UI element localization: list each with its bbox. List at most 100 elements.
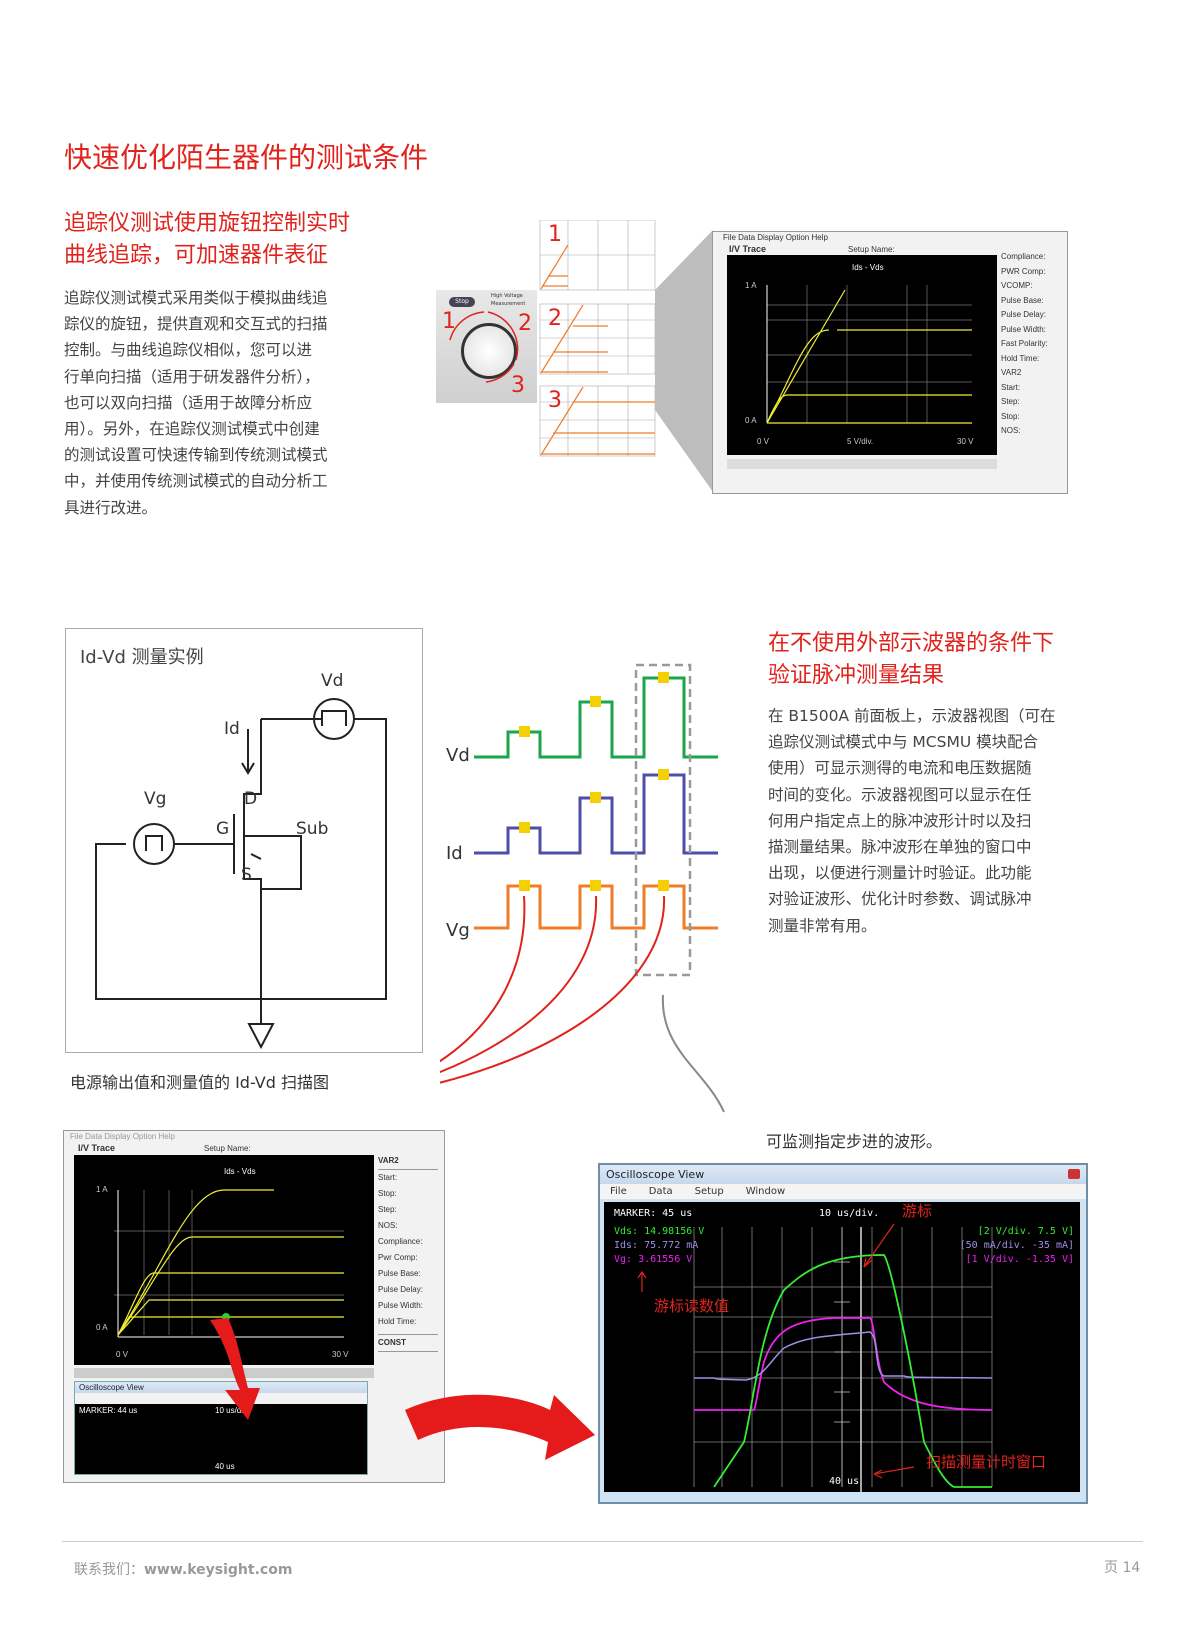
- iv-trace-screenshot: File Data Display Option Help I/V Trace …: [712, 231, 1068, 494]
- plot-title: Ids - Vds: [852, 263, 884, 272]
- parameter-label: Stop:: [378, 1189, 397, 1198]
- x-label: 30 V: [332, 1350, 349, 1359]
- toolbar: [727, 459, 997, 469]
- parameter-label: Pulse Base:: [378, 1269, 421, 1278]
- menu-window[interactable]: Window: [745, 1186, 786, 1197]
- paragraph-line: 追踪仪测试模式采用类似于模拟曲线追: [64, 289, 328, 307]
- page-number: 页 14: [1104, 1560, 1141, 1576]
- section2-paragraph: 在 B1500A 前面板上，示波器视图（可在 追踪仪测试模式中与 MCSMU 模块…: [768, 703, 1098, 939]
- paragraph-line: 出现，以便进行测量计时验证。此功能: [768, 864, 1032, 883]
- menu-bar: File Data Setup Window: [600, 1184, 1086, 1199]
- parameter-panel: VAR2 Start: Stop: Step: NOS: Compliance: Pwr …: [378, 1153, 438, 1352]
- parameter-label: VAR2: [1001, 368, 1022, 377]
- parameter-label: Fast Polarity:: [1001, 339, 1048, 348]
- heading-line: 追踪仪测试使用旋钮控制实时: [64, 211, 351, 236]
- close-icon[interactable]: [1068, 1169, 1080, 1179]
- parameter-label: Start:: [378, 1173, 398, 1182]
- paragraph-line: 时间的变化。示波器视图可以显示在任: [768, 785, 1032, 804]
- heading-line: 在不使用外部示波器的条件下: [768, 631, 1055, 656]
- marker-readout: MARKER: 45 us: [614, 1208, 693, 1219]
- vg-label: Vg: [144, 789, 167, 809]
- paragraph-line: 描测量结果。脉冲波形在单独的窗口中: [768, 838, 1032, 857]
- step-number: 1: [442, 309, 456, 334]
- menu-setup[interactable]: Setup: [694, 1186, 724, 1197]
- led-label: High Voltage: [491, 293, 523, 299]
- ids-readout: Ids: 75.772 mA: [614, 1240, 699, 1251]
- caption-right: 可监测指定步进的波形。: [766, 1132, 943, 1151]
- paragraph-line: 在 B1500A 前面板上，示波器视图（可在: [768, 707, 1056, 725]
- window-title: Oscilloscope View: [75, 1382, 367, 1393]
- s-label: S: [241, 865, 252, 885]
- parameter-label: Stop:: [1001, 411, 1020, 421]
- time-label: 40 us: [829, 1476, 860, 1487]
- parameter-panel: Compliance: PWR Comp: VCOMP: Pulse Base: Pul…: [1001, 250, 1048, 439]
- menu-data[interactable]: Data: [648, 1186, 673, 1197]
- red-arrows: [210, 1318, 595, 1460]
- oscilloscope-display: MARKER: 45 us 10 us/div. Vds: 14.98156 V…: [604, 1202, 1080, 1492]
- id-label: Id: [224, 719, 240, 739]
- y-label: 1 A: [745, 281, 757, 290]
- marker-readout: MARKER: 44 us: [79, 1406, 138, 1415]
- parameter-label: NOS:: [1001, 426, 1021, 435]
- circuit-box: Id-Vd 测量实例 Vd Id Vg D G Sub S: [65, 628, 423, 1053]
- cursor-readout-annotation: 游标读数值: [654, 1298, 730, 1315]
- paragraph-line: 具进行改进。: [64, 498, 158, 517]
- vg-readout: Vg: 3.61556 V: [614, 1254, 693, 1265]
- heading-line: 曲线追踪，可加速器件表征: [64, 243, 329, 268]
- g-label: G: [216, 819, 230, 839]
- setup-label: Setup Name:: [848, 245, 895, 254]
- menu-bar: File Data Display Option Help: [70, 1132, 175, 1141]
- paragraph-line: 何用户指定点上的脉冲波形计时以及扫: [768, 811, 1032, 830]
- paragraph-line: 用）。另外，在追踪仪测试模式中创建: [64, 420, 320, 439]
- const-header: CONST: [378, 1334, 438, 1352]
- time-label: 40 us: [215, 1462, 235, 1471]
- window-annotation: 扫描测量计时窗口: [926, 1454, 1047, 1471]
- var2-header: VAR2: [378, 1153, 438, 1170]
- footer-contact: 联系我们：www.keysight.com: [74, 1559, 292, 1579]
- parameter-label: Step:: [1001, 397, 1020, 406]
- vg-wave-label: Vg: [446, 920, 470, 941]
- vds-readout: Vds: 14.98156 V: [614, 1226, 705, 1237]
- paragraph-line: 踪仪的旋钮，提供直观和交互式的扫描: [64, 315, 328, 334]
- window-title: I/V Trace: [78, 1143, 116, 1153]
- parameter-label: Step:: [378, 1205, 397, 1214]
- led-label: Measurement: [491, 301, 526, 307]
- knob-icon: [461, 323, 517, 379]
- graph-label: 3: [548, 388, 562, 413]
- step-graphs: [539, 220, 656, 457]
- mini-oscilloscope-window: Oscilloscope View MARKER: 44 us 10 us/di…: [74, 1381, 368, 1475]
- page-title: 快速优化陌生器件的测试条件: [64, 141, 429, 174]
- step-number: 2: [518, 311, 532, 336]
- section1-paragraph: 追踪仪测试模式采用类似于模拟曲线追 踪仪的旋钮，提供直观和交互式的扫描 控制。与曲线…: [64, 285, 394, 521]
- website-link[interactable]: www.keysight.com: [144, 1562, 293, 1578]
- paragraph-line: 对验证波形、优化计时参数、调试脉冲: [768, 890, 1032, 909]
- paragraph-line: 追踪仪测试模式中与 MCSMU 模块配合: [768, 733, 1039, 752]
- paragraph-line: 的测试设置可快速传输到传统测试模式: [64, 446, 328, 465]
- cursor-annotation: 游标: [902, 1203, 933, 1220]
- timebase: 10 us/div.: [215, 1406, 249, 1415]
- parameter-label: Pulse Width:: [378, 1301, 423, 1310]
- x-label: 5 V/div.: [847, 437, 874, 446]
- menu-file[interactable]: File: [610, 1186, 627, 1197]
- parameter-label: VCOMP:: [1001, 281, 1033, 290]
- parameter-label: Hold Time:: [378, 1317, 417, 1326]
- d-label: D: [244, 789, 258, 809]
- caption-left: 电源输出值和测量值的 Id-Vd 扫描图: [70, 1073, 329, 1092]
- oscilloscope-traces: [637, 1223, 993, 1492]
- y-label: 0 A: [745, 416, 757, 425]
- oscilloscope-window: Oscilloscope View File Data Setup Window MA…: [598, 1163, 1088, 1504]
- graph-label: 1: [548, 222, 562, 247]
- contact-label: 联系我们：: [74, 1562, 144, 1578]
- parameter-label: Pulse Width:: [1001, 324, 1046, 334]
- x-label: 0 V: [116, 1350, 129, 1359]
- pulse-waveforms: [440, 663, 725, 1113]
- parameter-label: Compliance:: [378, 1237, 423, 1246]
- heading-line: 验证脉冲测量结果: [768, 663, 945, 688]
- id-wave-label: Id: [446, 843, 463, 864]
- parameter-list: Start: Stop: Step: NOS: Compliance: Pwr Comp:…: [378, 1170, 438, 1330]
- paragraph-line: 使用）可显示测得的电流和电压数据随: [768, 759, 1032, 778]
- vg-scale: [1 V/div. -1.35 V]: [965, 1254, 1074, 1265]
- paragraph-line: 控制。与曲线追踪仪相似，您可以进: [64, 341, 313, 360]
- plot-title: Ids - Vds: [224, 1167, 256, 1176]
